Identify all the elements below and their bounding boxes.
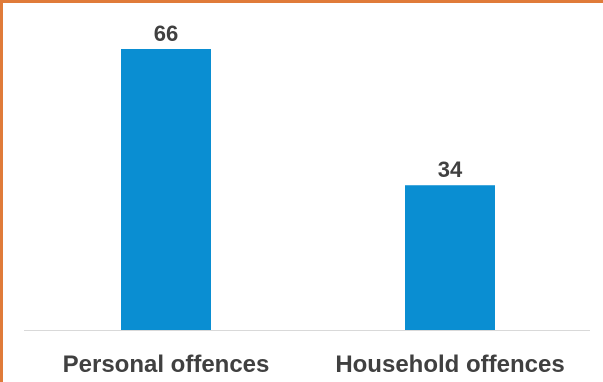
- labels-group: 66 Personal offences 34 Household offences: [63, 21, 565, 378]
- x-tick-label: Household offences: [335, 351, 564, 378]
- bar-household-offences: [405, 185, 495, 330]
- data-label: 34: [438, 157, 463, 182]
- bars-group: [121, 49, 495, 330]
- data-label: 66: [154, 21, 178, 46]
- bar-personal-offences: [121, 49, 211, 330]
- x-tick-label: Personal offences: [63, 351, 270, 378]
